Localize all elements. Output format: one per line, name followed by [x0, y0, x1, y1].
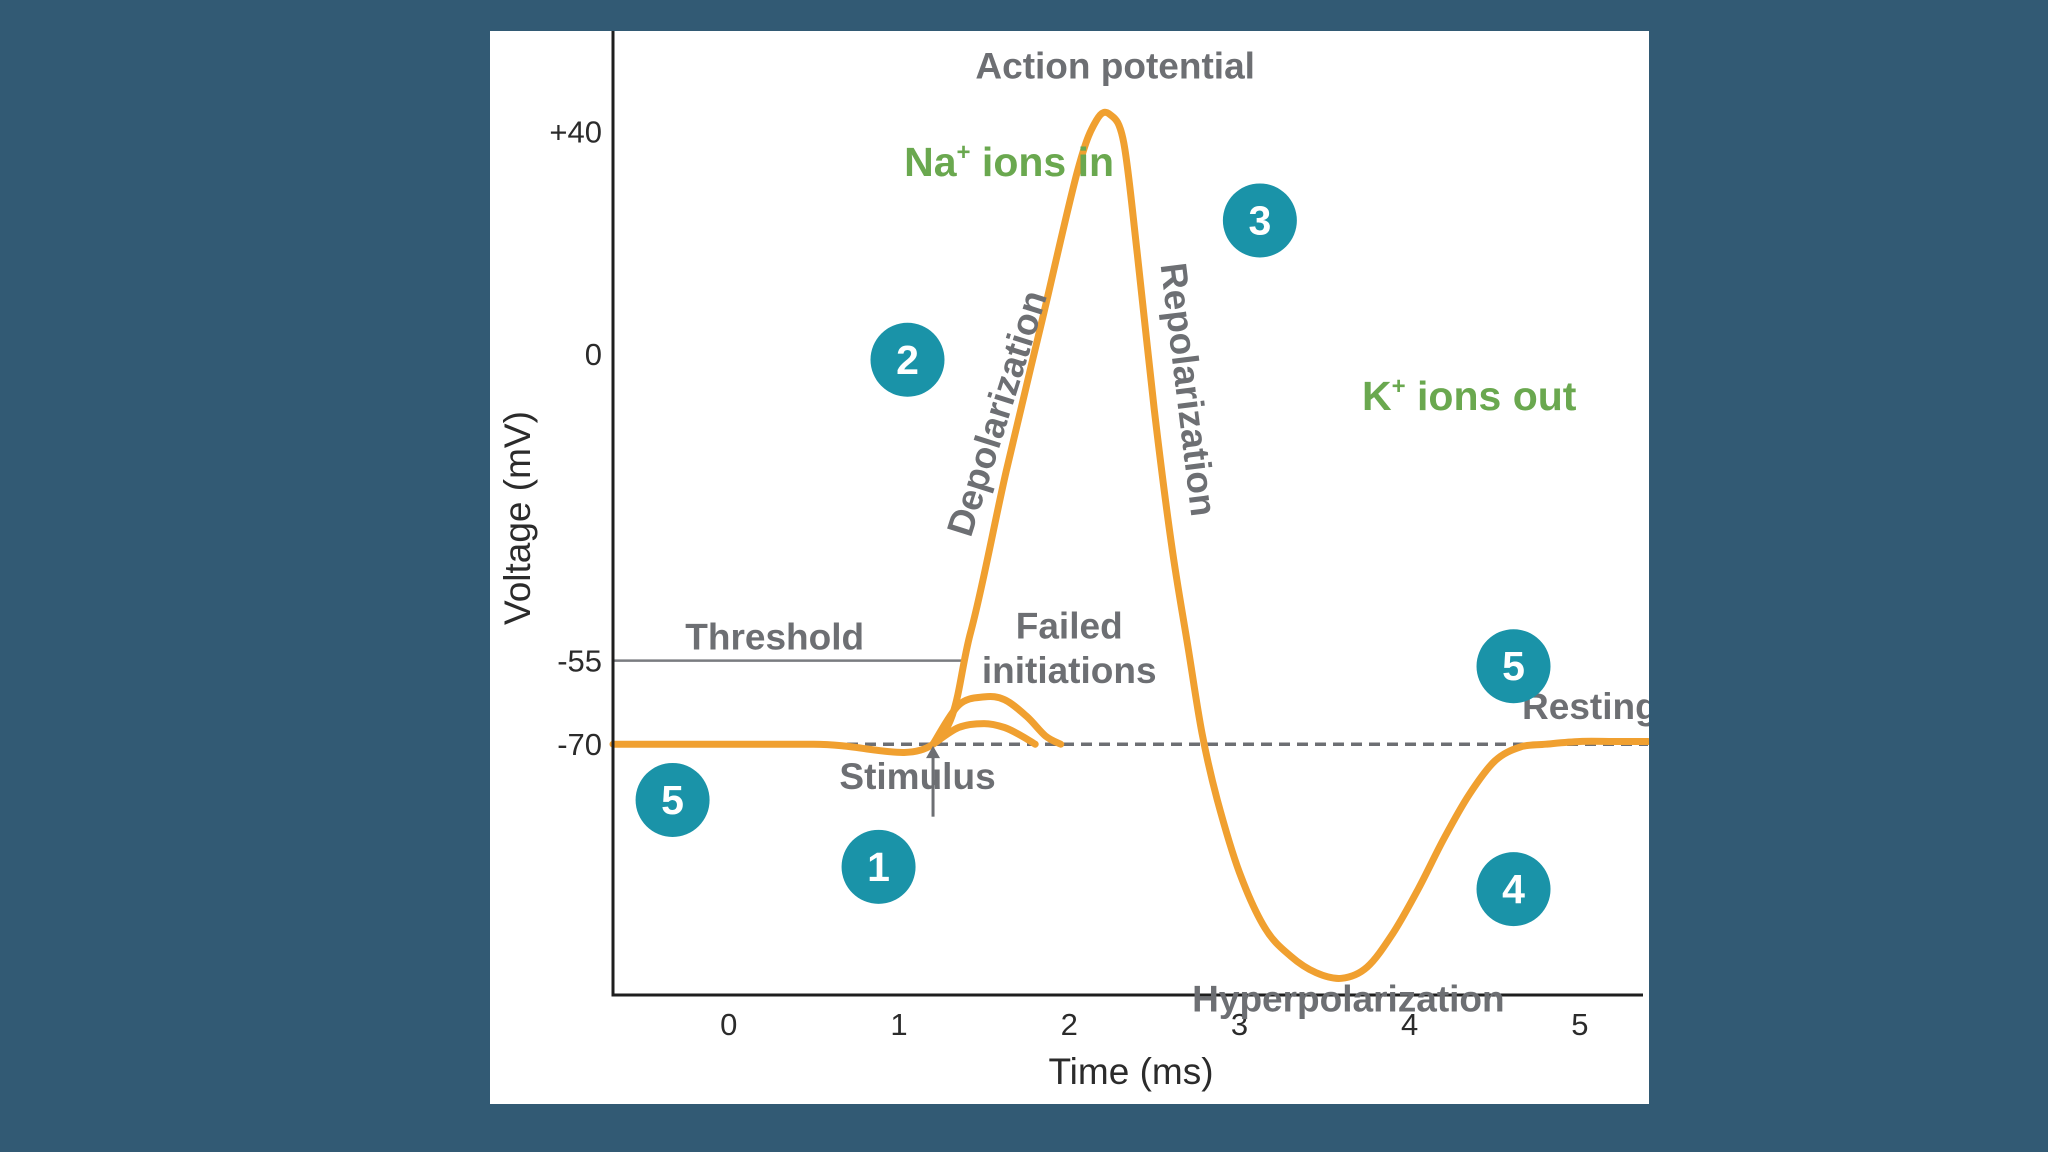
phase-marker-circle-1	[841, 829, 916, 904]
y-tick-label: +40	[549, 114, 602, 149]
action-potential-curve	[609, 108, 1649, 982]
x-axis-label: Time (ms)	[1048, 1051, 1213, 1092]
series-group	[609, 108, 1649, 982]
failed-label: Failed	[1016, 605, 1123, 646]
stimulus-arrow-group	[926, 745, 941, 817]
x-tick-label: 3	[1231, 1007, 1248, 1042]
x-tick-label: 4	[1401, 1007, 1418, 1042]
failed-initiation-curve	[929, 692, 1065, 748]
ion-symbol: K	[1362, 373, 1392, 419]
x-tick-label: 0	[720, 1007, 737, 1042]
x-tick-label: 5	[1571, 1007, 1588, 1042]
phase-marker-circle-4	[1476, 852, 1551, 927]
phase-markers-group: 1 2 3 4 5 5	[635, 183, 1551, 927]
ion-charge: +	[1392, 373, 1406, 400]
sodium-ions-in-label: Na+ ions in	[904, 139, 1114, 185]
phase-marker-circle-5	[1476, 629, 1551, 704]
hyperpolarization-label: Hyperpolarization	[1192, 979, 1505, 1020]
phase-marker-label-4: 4	[1502, 866, 1525, 912]
y-tick-label: -70	[557, 727, 602, 762]
tick-labels-group: 0 1 2 3 4 5 +40 0 -55 -70	[549, 114, 1588, 1042]
action-potential-chart: 0 1 2 3 4 5 +40 0 -55 -70 Time (ms) Voltage (mV) A…	[497, 31, 1649, 1092]
threshold-label: Threshold	[685, 617, 864, 658]
axis-labels-group: Time (ms) Voltage (mV)	[497, 411, 1214, 1092]
phase-marker-label-3: 3	[1248, 197, 1271, 243]
phase-marker-label-5: 5	[661, 777, 684, 823]
ion-charge: +	[957, 139, 971, 166]
ion-direction: ions in	[971, 139, 1115, 185]
resting-state-label: Resting state	[1522, 686, 1649, 727]
y-tick-label: -55	[557, 644, 602, 679]
x-tick-label: 1	[890, 1007, 907, 1042]
failed-initiation-curve	[929, 720, 1039, 748]
action-potential-label: Action potential	[975, 45, 1255, 86]
initiations-label: initiations	[982, 650, 1157, 691]
axes-group	[611, 31, 1643, 997]
phase-marker-circle-3	[1222, 183, 1297, 258]
ion-direction: ions out	[1406, 373, 1577, 419]
phase-marker-label-1: 1	[867, 844, 890, 890]
phase-marker-label-2: 2	[896, 337, 919, 383]
chart-panel: 0 1 2 3 4 5 +40 0 -55 -70 Time (ms) Voltage (mV) A…	[490, 31, 1649, 1104]
stimulus-label: Stimulus	[839, 756, 995, 797]
potassium-ions-out-label: K+ ions out	[1362, 373, 1577, 419]
phase-marker-circle-2	[870, 322, 945, 397]
x-tick-label: 2	[1061, 1007, 1078, 1042]
y-axis-label: Voltage (mV)	[497, 411, 538, 625]
y-tick-label: 0	[585, 337, 602, 372]
stimulus-arrow-head	[926, 745, 941, 759]
phase-marker-label-5: 5	[1502, 643, 1525, 689]
phase-marker-circle-5	[635, 762, 710, 837]
ion-symbol: Na	[904, 139, 958, 185]
